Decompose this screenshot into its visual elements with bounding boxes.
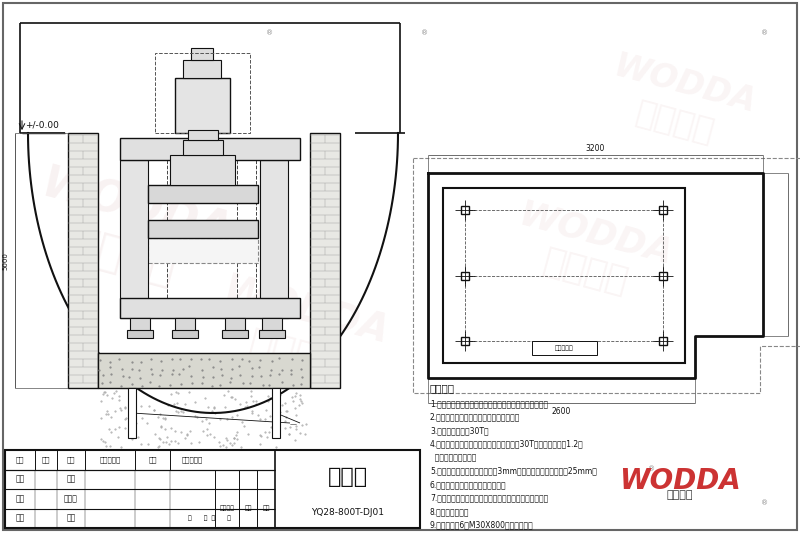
Text: 签名: 签名 xyxy=(148,456,157,463)
Text: 1.本地基图仅作土建部门设计任务书，不作地基施工图。: 1.本地基图仅作土建部门设计任务书，不作地基施工图。 xyxy=(430,399,548,408)
Bar xyxy=(120,298,300,318)
Text: 阶段标记: 阶段标记 xyxy=(219,506,234,511)
Text: 沃达重工: 沃达重工 xyxy=(666,490,694,500)
Text: 标准化: 标准化 xyxy=(64,494,78,503)
Text: 计基础的承载能力。: 计基础的承载能力。 xyxy=(430,453,476,462)
Bar xyxy=(155,53,250,133)
Text: WODDA: WODDA xyxy=(619,467,741,495)
Text: 批准: 批准 xyxy=(66,475,76,484)
Text: 比例: 比例 xyxy=(262,506,270,511)
Bar xyxy=(120,138,300,160)
Text: 共      张  第      张: 共 张 第 张 xyxy=(189,515,231,521)
Bar xyxy=(175,318,195,333)
Bar xyxy=(148,185,258,203)
Text: 标记: 标记 xyxy=(16,456,24,463)
Text: 2600: 2600 xyxy=(551,407,570,416)
Bar xyxy=(148,220,258,238)
Text: 重量: 重量 xyxy=(244,506,252,511)
Text: 设计: 设计 xyxy=(15,514,25,523)
Bar xyxy=(175,78,230,133)
Text: ®: ® xyxy=(762,500,769,506)
Text: 处数: 处数 xyxy=(42,456,50,463)
Bar xyxy=(68,133,98,388)
Text: 6.电器控制箱、电源线路现场布置。: 6.电器控制箱、电源线路现场布置。 xyxy=(430,480,506,489)
Bar xyxy=(148,238,258,263)
Text: 5000: 5000 xyxy=(2,252,8,270)
Text: 工艺: 工艺 xyxy=(66,514,76,523)
Text: 7.主机地坑、照明、通风、防潮及排水设施用户自行考虑: 7.主机地坑、照明、通风、防潮及排水设施用户自行考虑 xyxy=(430,494,548,503)
Text: 审核: 审核 xyxy=(15,475,25,484)
Text: 4.请用户根据本地的地质情况，按承受静载30T动载系数不小于1.2设: 4.请用户根据本地的地质情况，按承受静载30T动载系数不小于1.2设 xyxy=(430,440,584,448)
Text: 2.本图仅供设计机器地基及机器安装参考。: 2.本图仅供设计机器地基及机器安装参考。 xyxy=(430,413,520,422)
Bar xyxy=(259,330,285,338)
Bar xyxy=(443,188,685,363)
Text: 8.操作位置如图。: 8.操作位置如图。 xyxy=(430,507,470,516)
Bar xyxy=(222,330,248,338)
Bar xyxy=(98,353,310,388)
Bar xyxy=(188,130,218,140)
Bar xyxy=(191,48,213,60)
Bar xyxy=(170,155,235,185)
Bar xyxy=(461,206,469,214)
Text: 年、月、日: 年、月、日 xyxy=(182,456,203,463)
Bar xyxy=(310,133,340,388)
Text: ®: ® xyxy=(649,466,655,472)
Text: 更改文件号: 更改文件号 xyxy=(99,456,121,463)
Text: 3.基础承受静载约30T。: 3.基础承受静载约30T。 xyxy=(430,426,489,435)
Text: +/-0.00: +/-0.00 xyxy=(25,121,59,130)
Text: —: — xyxy=(290,421,297,427)
Bar xyxy=(128,388,136,438)
Text: 技术要求: 技术要求 xyxy=(430,383,455,393)
Bar xyxy=(275,450,420,528)
Bar xyxy=(127,330,153,338)
Bar xyxy=(260,160,288,318)
Text: WODDA
沃达重工: WODDA 沃达重工 xyxy=(504,197,676,309)
Bar xyxy=(225,318,245,333)
Bar xyxy=(172,330,198,338)
Bar xyxy=(120,160,148,318)
Bar xyxy=(659,206,667,214)
Bar xyxy=(183,60,221,78)
Text: 地基图: 地基图 xyxy=(327,467,367,487)
Text: 分区: 分区 xyxy=(66,456,75,463)
Bar xyxy=(461,337,469,345)
Bar xyxy=(262,318,282,333)
Text: ®: ® xyxy=(266,30,274,36)
Bar xyxy=(461,272,469,280)
Bar xyxy=(272,388,280,438)
Bar xyxy=(659,337,667,345)
Text: WODDA
沃达重工: WODDA 沃达重工 xyxy=(23,163,237,303)
Bar xyxy=(532,341,597,355)
Text: 9.地脚螺栓：6支M30X800，用户自备。: 9.地脚螺栓：6支M30X800，用户自备。 xyxy=(430,521,534,529)
Text: WODDA
沃达重工: WODDA 沃达重工 xyxy=(600,50,760,156)
Bar xyxy=(183,140,223,155)
Text: WODDA
沃达重工: WODDA 沃达重工 xyxy=(207,271,393,394)
Text: 制图: 制图 xyxy=(15,494,25,503)
Text: 3200: 3200 xyxy=(586,144,605,153)
Text: 5.地基平面水平误差全长不大于3mm，预留孔位置误差不大于25mm。: 5.地基平面水平误差全长不大于3mm，预留孔位置误差不大于25mm。 xyxy=(430,466,597,475)
Bar xyxy=(659,272,667,280)
Bar xyxy=(5,450,420,528)
Bar xyxy=(130,318,150,333)
Text: YQ28-800T-DJ01: YQ28-800T-DJ01 xyxy=(311,508,384,517)
Text: ®: ® xyxy=(762,30,769,36)
Text: 地脚螺栓孔: 地脚螺栓孔 xyxy=(554,345,574,351)
Text: ®: ® xyxy=(422,30,429,36)
